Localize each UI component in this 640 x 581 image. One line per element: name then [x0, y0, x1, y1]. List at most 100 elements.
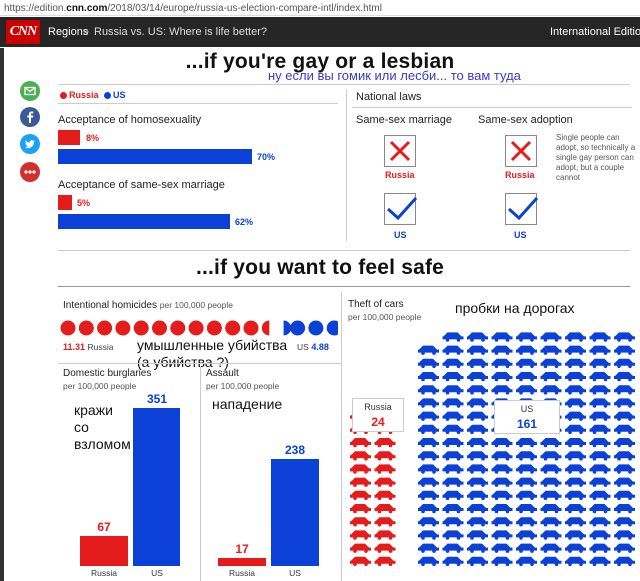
us-car-icon	[418, 424, 439, 435]
assault-label: Assault	[206, 368, 239, 379]
handwritten-note-assault: нападение	[212, 396, 283, 412]
breadcrumb-article[interactable]: Russia vs. US: Where is life better?	[94, 26, 268, 38]
us-car-icon	[516, 358, 537, 369]
us-car-icon	[565, 543, 586, 553]
adoption-russia-cross-icon	[505, 135, 537, 167]
edition-menu[interactable]: International Edition +	[550, 26, 640, 38]
legend-divider	[58, 103, 338, 104]
us-car-icon	[442, 517, 464, 527]
russia-homicide-dot	[115, 320, 131, 336]
us-car-icon	[565, 556, 586, 567]
us-car-icon	[565, 358, 586, 369]
us-car-icon	[540, 556, 562, 567]
us-car-icon	[516, 517, 537, 527]
homosexuality-russia-value: 8%	[86, 133, 100, 143]
us-car-icon	[467, 464, 488, 474]
russia-homicide-partial-dot	[261, 320, 270, 336]
us-car-icon	[516, 332, 537, 342]
us-car-icon	[589, 332, 611, 342]
russia-homicide-dot	[243, 320, 259, 336]
us-car-icon	[516, 477, 537, 487]
russia-homicide-dot	[60, 320, 76, 336]
us-car-icon	[540, 345, 562, 355]
us-car-icon	[418, 477, 439, 487]
cars-label: Theft of cars	[348, 299, 404, 310]
russia-car-icon	[350, 517, 371, 527]
us-car-icon	[614, 358, 635, 369]
us-car-icon	[491, 504, 513, 514]
us-car-icon	[491, 464, 513, 474]
us-car-icon	[418, 385, 439, 395]
us-homicide-dot	[308, 320, 324, 336]
us-car-icon	[614, 543, 635, 553]
same-sex-adoption-title: Same-sex adoption	[478, 114, 573, 126]
us-car-icon	[614, 424, 635, 435]
us-car-icon	[467, 345, 488, 355]
russia-car-icon	[350, 543, 371, 553]
us-car-icon	[589, 530, 611, 540]
russia-homicide-dot	[188, 320, 204, 336]
homicides-dot-row	[60, 320, 338, 336]
us-car-icon	[565, 464, 586, 474]
assault-us-bar	[271, 459, 319, 566]
us-car-icon	[540, 543, 562, 553]
section-title-safe: ...if you want to feel safe	[195, 256, 445, 279]
us-car-icon	[467, 385, 488, 395]
us-car-icon	[589, 358, 611, 369]
russia-car-icon	[374, 438, 396, 448]
russia-homicide-dot	[152, 320, 167, 336]
us-car-icon	[565, 385, 586, 395]
breadcrumb-separator: »	[83, 26, 90, 38]
regions-link[interactable]: Regions	[48, 26, 89, 38]
us-car-icon	[418, 543, 439, 553]
us-car-icon	[442, 424, 464, 435]
url-bar[interactable]: https://edition.cnn.com/2018/03/14/europ…	[0, 0, 640, 16]
legend-us: US	[104, 90, 126, 100]
russia-car-icon	[350, 556, 371, 567]
us-car-icon	[516, 530, 537, 540]
burglaries-unit: per 100,000 people	[63, 381, 137, 391]
cnn-logo[interactable]: CNN	[6, 20, 40, 44]
adoption-note: Single people can adopt, so technically …	[556, 133, 636, 182]
us-car-icon	[467, 424, 488, 435]
us-car-icon	[467, 504, 488, 514]
us-car-icon	[467, 358, 488, 369]
us-car-icon	[540, 438, 562, 448]
assault-unit: per 100,000 people	[206, 381, 280, 391]
us-car-icon	[467, 530, 488, 540]
us-car-icon	[467, 372, 488, 382]
us-car-icon	[467, 543, 488, 553]
section2-divider	[58, 250, 630, 251]
us-car-icon	[418, 517, 439, 527]
us-car-icon	[467, 451, 488, 461]
burglaries-russia-value: 67	[97, 520, 111, 534]
cars-russia-box: Russia 24	[352, 398, 404, 432]
us-car-icon	[614, 438, 635, 448]
russia-car-icon	[374, 543, 396, 553]
us-car-icon	[540, 490, 562, 501]
homicides-label: Intentional homicides per 100,000 people	[63, 300, 233, 311]
twitter-share-icon[interactable]	[20, 134, 40, 154]
us-car-icon	[418, 504, 439, 514]
us-car-icon	[540, 464, 562, 474]
assault-us-value: 238	[284, 443, 306, 457]
russia-homicide-dot	[78, 320, 94, 336]
section-divider	[58, 84, 630, 85]
burglaries-us-bar	[133, 408, 180, 566]
russia-car-icon	[350, 504, 371, 514]
us-car-icon	[467, 556, 488, 567]
homicides-us-value: US 4.88	[297, 342, 329, 352]
section2-title-divider	[58, 286, 630, 287]
marriage-russia-cross-icon	[384, 135, 416, 167]
us-car-icon	[614, 530, 635, 540]
us-car-icon	[418, 530, 439, 540]
more-share-icon[interactable]	[20, 162, 40, 182]
email-share-icon[interactable]	[20, 81, 40, 101]
us-car-icon	[516, 372, 537, 382]
us-car-icon	[589, 504, 611, 514]
url-domain: cnn.com	[66, 3, 108, 14]
us-car-icon	[614, 345, 635, 355]
us-car-icon	[614, 556, 635, 567]
us-homicide-partial-dot	[283, 320, 292, 336]
facebook-share-icon[interactable]	[20, 107, 40, 127]
